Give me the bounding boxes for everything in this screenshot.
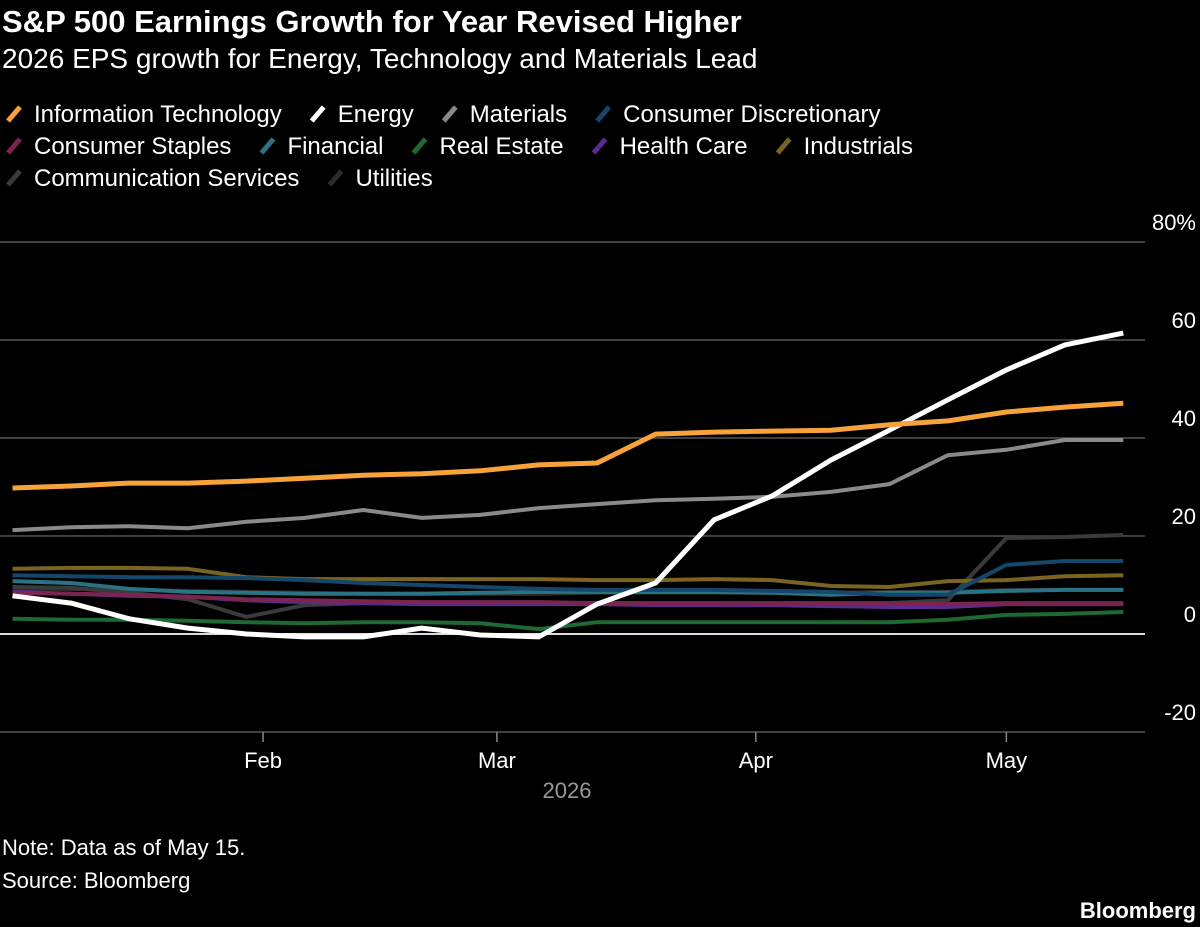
legend-swatch: [6, 137, 22, 155]
x-tick-label: Feb: [244, 748, 282, 773]
y-tick-label: 80%: [1152, 210, 1196, 235]
legend-item: Information Technology: [6, 101, 282, 128]
legend-label: Materials: [470, 101, 567, 128]
legend-label: Energy: [338, 101, 414, 128]
series-line: [12, 565, 1124, 589]
legend-label: Communication Services: [34, 165, 299, 192]
legend-item: Real Estate: [411, 133, 564, 160]
legend-swatch: [591, 137, 608, 155]
series-line: [12, 438, 1124, 533]
legend-swatch: [595, 105, 612, 123]
legend-label: Industrials: [804, 133, 913, 160]
legend-label: Consumer Staples: [34, 133, 231, 160]
legend-item: Communication Services: [6, 165, 299, 192]
y-tick-label: 20: [1172, 504, 1196, 529]
legend-item: Materials: [441, 101, 567, 128]
series-line: [12, 590, 1124, 607]
y-tick-label: 60: [1172, 308, 1196, 333]
legend-swatch: [6, 105, 22, 123]
legend-item: Financial: [259, 133, 383, 160]
legend-swatch: [6, 169, 22, 187]
note: Note: Data as of May 15.: [2, 835, 245, 860]
x-tick-label: Mar: [478, 748, 516, 773]
legend-label: Financial: [287, 133, 383, 160]
legend-swatch: [775, 137, 792, 155]
legend-label: Real Estate: [439, 133, 563, 160]
series-line: [12, 330, 1124, 640]
legend-label: Health Care: [620, 133, 748, 160]
x-tick-label: May: [986, 748, 1028, 773]
legend-item: Consumer Staples: [6, 133, 231, 160]
series-line: [12, 400, 1124, 491]
series-line: [12, 610, 1124, 632]
legend-swatch: [309, 105, 326, 123]
source: Source: Bloomberg: [2, 868, 190, 893]
y-tick-label: 0: [1184, 602, 1196, 627]
legend-item: Energy: [309, 101, 414, 128]
chart-subtitle: 2026 EPS growth for Energy, Technology a…: [2, 43, 757, 74]
x-tick-label: Apr: [739, 748, 773, 773]
legend-item: Industrials: [775, 133, 913, 160]
legend-item: Utilities: [327, 165, 433, 192]
legend-item: Health Care: [591, 133, 748, 160]
chart-title: S&P 500 Earnings Growth for Year Revised…: [2, 4, 742, 39]
legend-swatch: [441, 105, 458, 123]
legend-swatch: [411, 137, 428, 155]
legend-label: Consumer Discretionary: [623, 101, 880, 128]
y-tick-label: -20: [1164, 700, 1196, 725]
x-axis-label: 2026: [543, 778, 592, 803]
legend-item: Consumer Discretionary: [595, 101, 881, 128]
legend-swatch: [259, 137, 276, 155]
legend-label: Information Technology: [34, 101, 282, 128]
brand: Bloomberg: [1080, 898, 1196, 923]
legend-swatch: [327, 169, 344, 187]
y-tick-label: 40: [1172, 406, 1196, 431]
legend-label: Utilities: [355, 165, 432, 192]
series-line: [12, 559, 1124, 597]
